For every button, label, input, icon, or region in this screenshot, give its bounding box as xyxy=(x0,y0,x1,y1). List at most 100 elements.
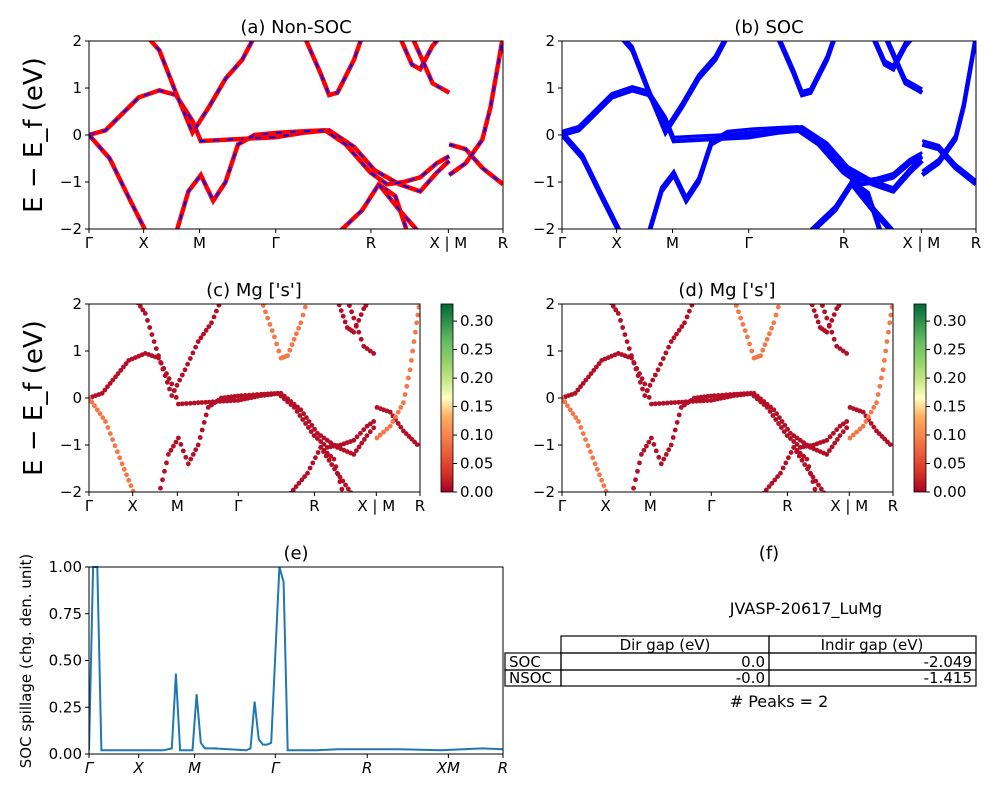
band-point xyxy=(182,367,188,373)
band-line-soc xyxy=(884,41,924,95)
band-line-soc-split xyxy=(625,41,725,133)
band-point xyxy=(185,361,191,367)
band-point xyxy=(140,307,146,313)
band-point xyxy=(398,405,404,410)
band-point xyxy=(633,366,639,372)
band-point xyxy=(770,413,776,418)
band-point xyxy=(326,457,332,463)
band-point xyxy=(779,419,785,424)
band-point xyxy=(738,315,744,321)
x-tick-label: R xyxy=(362,759,372,777)
panel-a-title: (a) Non-SOC xyxy=(240,17,351,38)
x-tick-label: R xyxy=(971,234,981,252)
band-point xyxy=(260,304,266,308)
band-point xyxy=(406,375,411,381)
band-point xyxy=(815,319,821,325)
band-point xyxy=(688,398,694,403)
band-point xyxy=(631,485,636,491)
x-tick-label: M xyxy=(644,497,657,515)
band-point xyxy=(585,443,591,449)
band-point xyxy=(775,474,780,479)
band-point xyxy=(402,392,408,397)
band-point xyxy=(633,477,638,483)
band-point xyxy=(818,486,824,492)
band-point xyxy=(107,431,113,436)
band-point xyxy=(305,470,310,476)
band-point xyxy=(840,348,846,354)
y-tick-label: 2 xyxy=(72,32,82,50)
band-point xyxy=(758,399,763,405)
band-point xyxy=(767,331,772,337)
x-tick-label: Γ xyxy=(272,234,281,252)
band-point xyxy=(829,444,835,450)
band-point xyxy=(783,460,789,466)
band-point xyxy=(354,448,359,453)
band-point xyxy=(285,353,290,359)
band-point xyxy=(704,398,710,403)
band-point xyxy=(358,430,363,436)
band-line-soc-split xyxy=(850,179,895,229)
y-tick-label: 0.00 xyxy=(49,745,82,763)
band-point xyxy=(807,470,813,476)
band-point xyxy=(603,488,609,492)
x-tick-label: M xyxy=(666,234,679,252)
band-point xyxy=(115,371,121,376)
band-line-nsoc xyxy=(89,87,451,195)
band-point xyxy=(639,452,644,457)
band-point xyxy=(353,322,359,328)
band-point xyxy=(687,308,692,314)
band-point xyxy=(788,436,793,441)
band-line-soc xyxy=(412,41,450,94)
band-point xyxy=(829,318,835,323)
band-point xyxy=(711,393,717,398)
band-point xyxy=(888,312,893,318)
band-line-nsoc xyxy=(303,41,363,98)
band-line-nsoc xyxy=(89,133,148,229)
band-point xyxy=(371,351,377,356)
band-point xyxy=(661,456,667,462)
band-point xyxy=(671,335,677,341)
x-tick-label: Γ xyxy=(85,759,95,777)
panel-b-plot-area xyxy=(562,41,976,229)
band-point xyxy=(190,350,196,356)
band-point xyxy=(733,304,739,308)
band-point xyxy=(117,455,123,461)
band-point xyxy=(147,325,153,330)
band-point xyxy=(367,429,373,435)
band-point xyxy=(103,419,108,424)
colorbar xyxy=(913,303,927,493)
panel-d-plot-area xyxy=(562,304,893,492)
band-line-soc xyxy=(448,143,503,186)
y-tick-label: −1 xyxy=(60,173,82,191)
band-point xyxy=(824,452,830,457)
band-point xyxy=(274,341,279,347)
band-point xyxy=(663,452,669,457)
x-tick-label: R xyxy=(498,234,508,252)
band-point xyxy=(356,444,362,450)
band-point xyxy=(871,405,877,410)
y-tick-label: 1 xyxy=(72,342,82,360)
band-point xyxy=(409,358,414,363)
band-point xyxy=(829,329,835,335)
y-tick-label: 2 xyxy=(72,295,82,313)
band-point xyxy=(263,309,268,315)
band-point xyxy=(211,314,217,320)
band-point xyxy=(306,419,312,424)
band-point xyxy=(642,381,648,387)
y-tick-label: −2 xyxy=(60,220,82,238)
band-point xyxy=(773,312,779,318)
table-row-soc-dir: 0.0 xyxy=(741,653,765,671)
band-point xyxy=(631,360,637,365)
band-point xyxy=(94,407,100,413)
band-point xyxy=(760,347,766,353)
band-point xyxy=(799,457,805,463)
band-line-soc xyxy=(562,87,924,195)
panel-e-title: (e) xyxy=(283,543,308,564)
band-point xyxy=(169,393,175,398)
band-point xyxy=(338,308,344,313)
band-point xyxy=(796,453,802,459)
colorbar-tick-label: 0.30 xyxy=(460,312,493,330)
band-point xyxy=(384,426,390,432)
band-point xyxy=(160,366,166,372)
band-point xyxy=(887,320,893,326)
